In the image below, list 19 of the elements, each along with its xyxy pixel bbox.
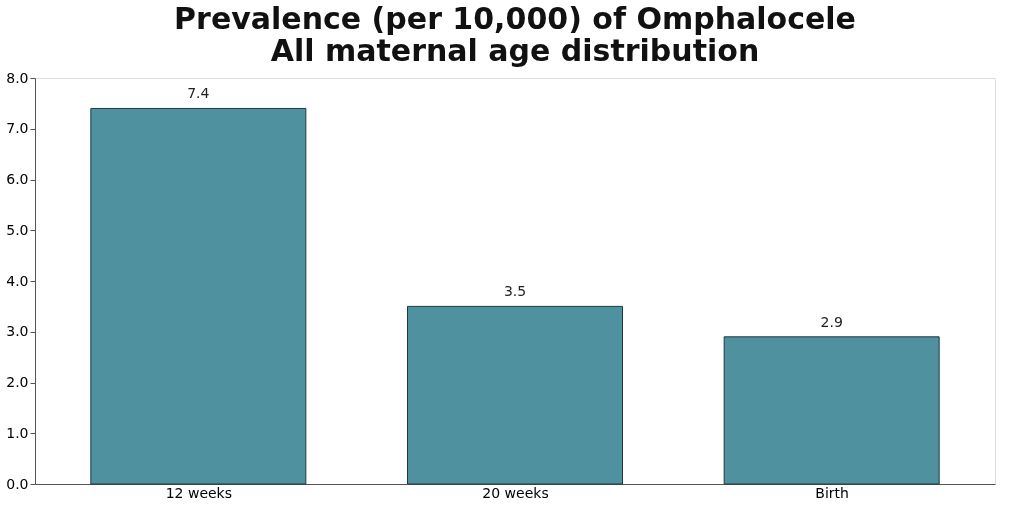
y-tick-label: 6.0: [6, 171, 29, 187]
y-tick-label: 2.0: [6, 374, 29, 390]
data-label: 3.5: [503, 283, 527, 300]
text: Prevalence (per 10,000) of Omphalocele: [174, 1, 856, 36]
data-label: 2.9: [820, 313, 843, 330]
y-tick-label: 0.0: [6, 475, 29, 492]
bar: [90, 107, 307, 485]
y-tick-label: 4.0: [6, 272, 29, 289]
x-tick-label: 12 weeks: [165, 484, 233, 501]
x-tick-label: 20 weeks: [482, 484, 549, 501]
y-tick-label: 1.0: [6, 424, 29, 441]
bar: [723, 336, 940, 485]
data-label: 7.4: [187, 85, 210, 102]
y-tick-label: 8.0: [6, 69, 29, 86]
y-tick-label: 3.0: [6, 323, 29, 340]
x-tick-label: Birth: [815, 484, 849, 501]
y-tick-label: 7.0: [6, 120, 29, 137]
y-tick-label: 5.0: [6, 221, 29, 238]
bar: [407, 305, 623, 485]
